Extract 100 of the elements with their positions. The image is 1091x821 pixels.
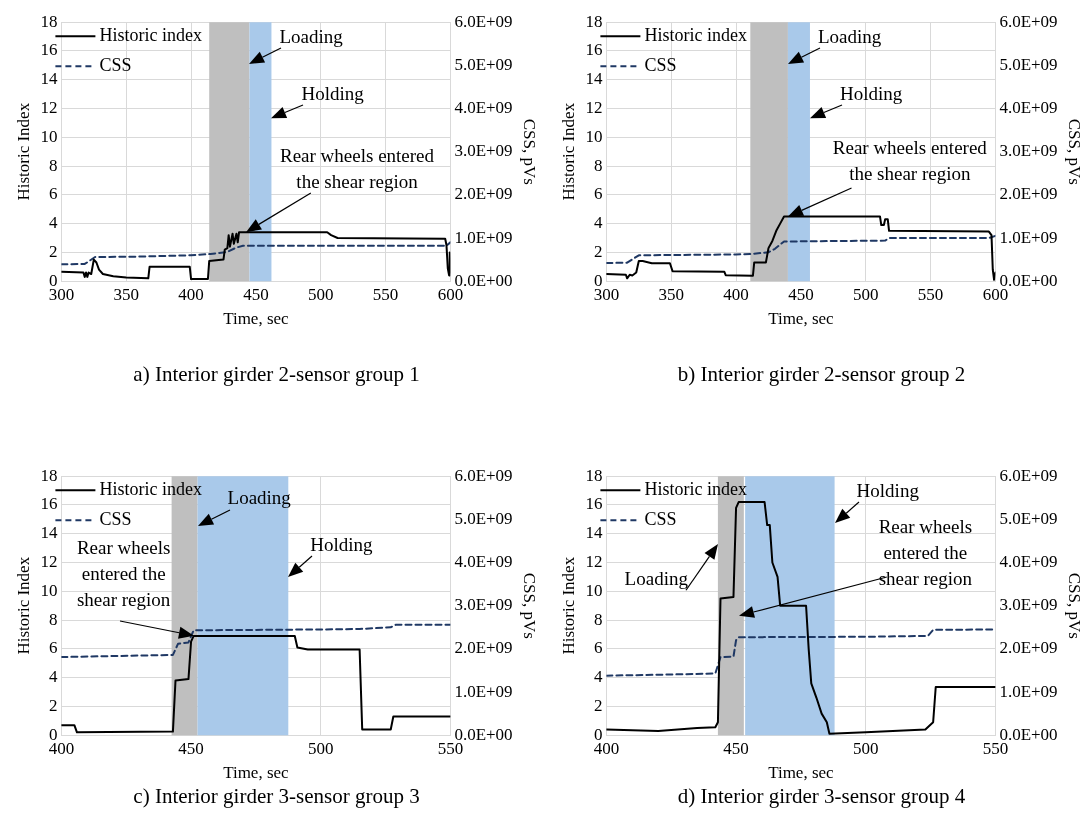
y-axis-title: Historic Index [558, 556, 578, 655]
y2-tick-label: 1.0E+09 [999, 227, 1058, 247]
y2-tick-label: 0.0E+00 [454, 270, 513, 290]
y-tick-label: 18 [585, 465, 603, 485]
legend-label: Historic index [99, 478, 202, 499]
x-axis-title: Time, sec [223, 763, 290, 783]
y2-tick-label: 6.0E+09 [999, 465, 1058, 485]
annotation: Rear wheels entered the shear region [832, 137, 988, 185]
legend-label: CSS [644, 508, 677, 529]
y2-tick-label: 1.0E+09 [454, 227, 513, 247]
y-tick-label: 10 [40, 580, 58, 600]
y-tick-label: 6 [48, 638, 58, 658]
x-tick-label: 500 [307, 738, 334, 758]
x-tick-label: 500 [307, 284, 334, 304]
y2-tick-label: 5.0E+09 [999, 54, 1058, 74]
y-tick-label: 8 [593, 155, 603, 175]
legend-label: Historic index [644, 478, 747, 499]
y-tick-label: 8 [48, 155, 58, 175]
y-tick-label: 4 [48, 667, 58, 687]
y-tick-label: 18 [585, 11, 603, 31]
band-label: Loading [279, 25, 344, 47]
y-tick-label: 6 [593, 184, 603, 204]
band-label: Holding [310, 534, 374, 556]
x-tick-label: 400 [178, 284, 204, 304]
band-label: Holding [839, 82, 903, 104]
x-tick-label: 350 [113, 284, 139, 304]
y2-tick-label: 2.0E+09 [999, 638, 1058, 658]
y-tick-label: 4 [48, 213, 58, 233]
text: d) Interior girder 3-sensor group 4 [676, 784, 967, 809]
y-tick-label: 16 [585, 494, 603, 514]
y-tick-label: 2 [593, 241, 603, 261]
band-label: Loading [817, 25, 882, 47]
legend-label: CSS [99, 508, 132, 529]
y2-tick-label: 0.0E+00 [999, 724, 1058, 744]
text: a) Interior girder 2-sensor group 1 [132, 362, 421, 387]
text: c) Interior girder 3-sensor group 3 [132, 784, 421, 809]
text: b) Interior girder 2-sensor group 2 [676, 362, 967, 387]
y-tick-label: 12 [585, 98, 603, 117]
y2-tick-label: 4.0E+09 [454, 552, 513, 571]
x-axis-title: Time, sec [768, 763, 835, 783]
x-tick-label: 450 [243, 284, 269, 304]
y2-tick-label: 4.0E+09 [454, 98, 513, 117]
y-tick-label: 8 [593, 609, 603, 629]
y-tick-label: 14 [40, 523, 58, 543]
y-tick-label: 16 [585, 40, 603, 60]
y-tick-label: 0 [593, 724, 603, 744]
y-tick-label: 8 [48, 609, 58, 629]
y2-tick-label: 1.0E+09 [454, 681, 513, 701]
y-tick-label: 0 [593, 270, 603, 290]
y-axis-title: Historic Index [13, 102, 33, 201]
x-axis-title: Time, sec [768, 309, 835, 329]
annotation: Rear wheels entered the shear region [280, 144, 435, 192]
y2-tick-label: 3.0E+09 [999, 141, 1058, 161]
x-tick-label: 450 [788, 284, 814, 304]
x-tick-label: 450 [178, 738, 204, 758]
y2-tick-label: 4.0E+09 [999, 98, 1058, 117]
y-tick-label: 16 [40, 40, 58, 60]
y2-tick-label: 3.0E+09 [999, 595, 1058, 615]
y2-tick-label: 0.0E+00 [999, 270, 1058, 290]
y-tick-label: 0 [48, 270, 58, 290]
y-tick-label: 6 [593, 638, 603, 658]
y-tick-label: 4 [593, 213, 603, 233]
x-axis-title: Time, sec [223, 309, 290, 329]
y-tick-label: 12 [40, 98, 58, 117]
y-tick-label: 14 [585, 69, 603, 89]
y2-tick-label: 2.0E+09 [454, 638, 513, 658]
y-tick-label: 2 [48, 241, 58, 261]
x-tick-label: 400 [723, 284, 749, 304]
y-axis-title: Historic Index [558, 102, 578, 201]
y-tick-label: 14 [40, 69, 58, 89]
y2-tick-label: 6.0E+09 [454, 465, 513, 485]
annotation: Rear wheels entered the shear region [878, 515, 973, 589]
x-tick-label: 500 [852, 738, 879, 758]
y2-tick-label: 5.0E+09 [999, 508, 1058, 528]
band-label: Holding [856, 479, 920, 501]
y-tick-label: 14 [585, 523, 603, 543]
annotation: Rear wheels entered the shear region [76, 536, 171, 610]
line-series [606, 234, 996, 265]
x-tick-label: 350 [658, 284, 684, 304]
y2-axis-title: CSS, pVs [520, 118, 540, 185]
x-tick-label: 550 [372, 284, 399, 304]
legend-label: Historic index [644, 24, 747, 45]
y-tick-label: 2 [48, 695, 58, 715]
y-tick-label: 16 [40, 494, 58, 514]
y2-axis-title: CSS, pVs [1065, 572, 1085, 639]
x-tick-label: 550 [917, 284, 944, 304]
line-series [61, 623, 451, 659]
line-series [61, 241, 451, 266]
band-label: Loading [227, 487, 292, 509]
y2-axis-title: CSS, pVs [1065, 118, 1085, 185]
legend-label: CSS [644, 54, 677, 75]
y2-tick-label: 5.0E+09 [454, 508, 513, 528]
band-label: Loading [624, 567, 689, 589]
y-tick-label: 12 [585, 552, 603, 571]
x-tick-label: 500 [852, 284, 879, 304]
y2-tick-label: 2.0E+09 [454, 184, 513, 204]
y2-tick-label: 1.0E+09 [999, 681, 1058, 701]
y2-tick-label: 3.0E+09 [454, 595, 513, 615]
y-tick-label: 10 [585, 580, 603, 600]
line-series [606, 628, 996, 677]
